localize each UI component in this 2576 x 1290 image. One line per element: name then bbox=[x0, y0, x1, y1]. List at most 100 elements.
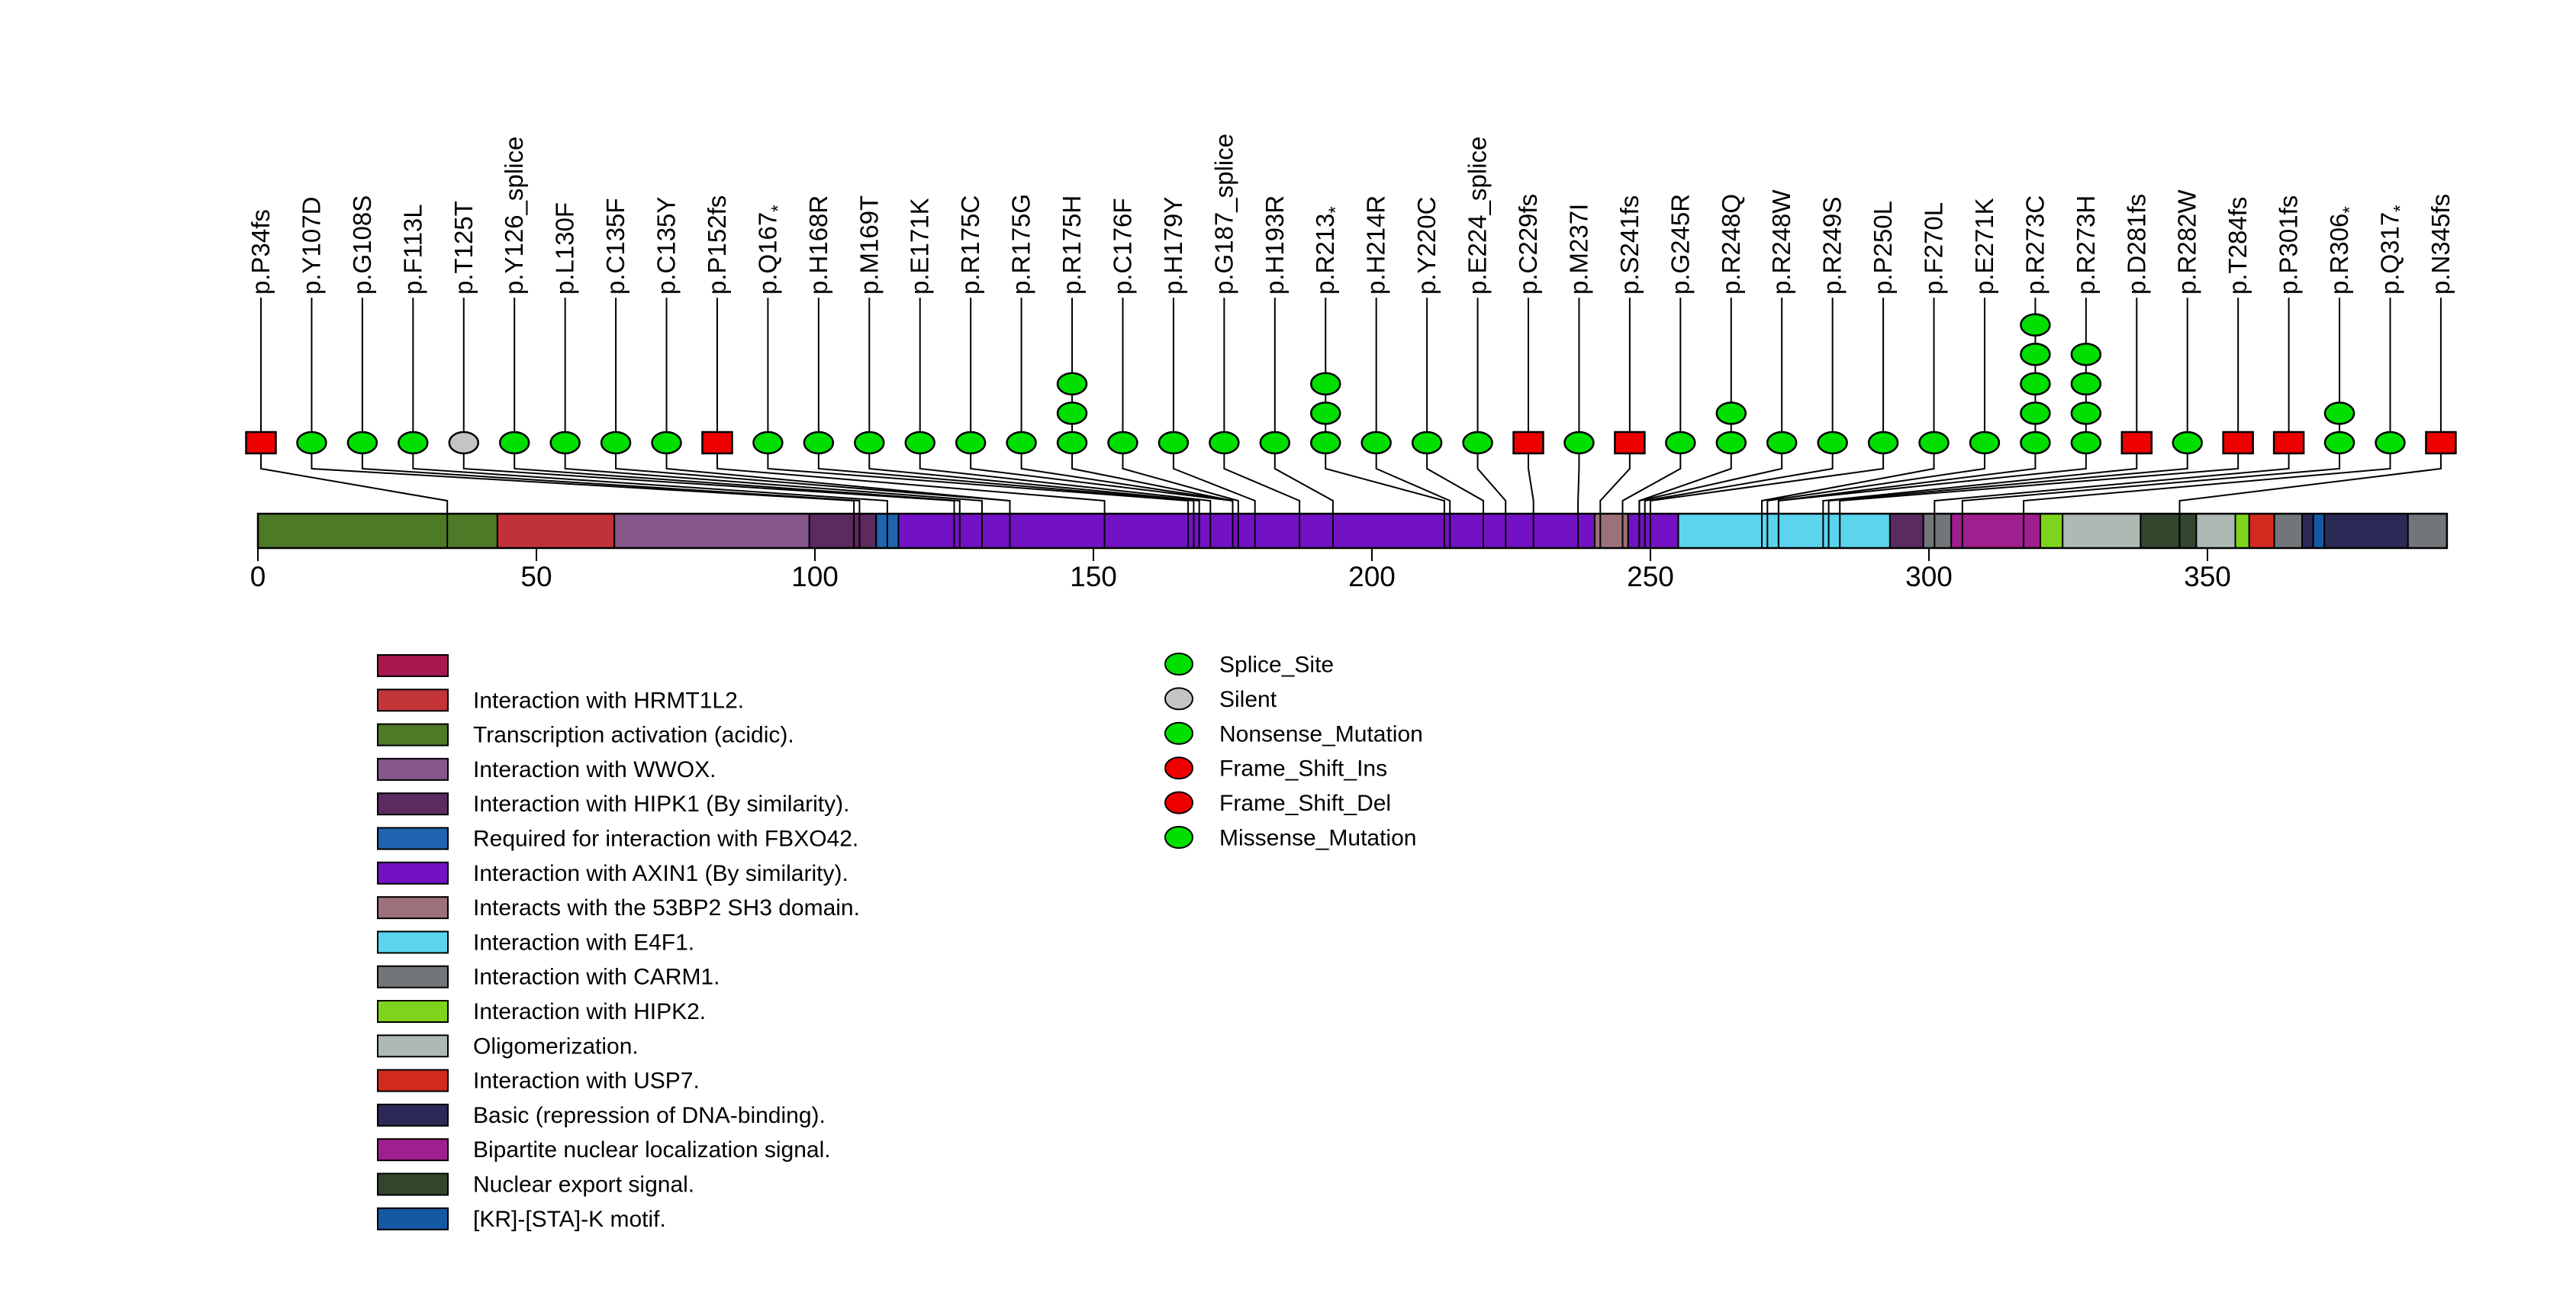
mutation-type-label: Frame_Shift_Del bbox=[1219, 791, 1391, 816]
mutation-marker bbox=[2323, 431, 2355, 455]
mutation-label: p.R175G bbox=[1007, 194, 1035, 295]
mutation-marker bbox=[1158, 431, 1190, 455]
mutation-label: p.G245R bbox=[1666, 194, 1694, 295]
frameshift-marker bbox=[2120, 431, 2153, 455]
frameshift-marker bbox=[245, 431, 277, 455]
mutation-marker bbox=[2172, 431, 2203, 455]
connector-line bbox=[1822, 298, 2138, 548]
domain-legend-swatch bbox=[377, 723, 449, 747]
connector-line bbox=[1577, 298, 1580, 548]
mutation-label: p.C229fs bbox=[1514, 194, 1542, 295]
domain-legend-swatch bbox=[377, 1207, 449, 1230]
mutation-marker bbox=[549, 431, 581, 455]
mutation-label: p.S241fs bbox=[1615, 195, 1644, 295]
mutation-marker bbox=[854, 431, 885, 455]
mutation-marker bbox=[955, 431, 987, 455]
mutation-label: p.D281fs bbox=[2122, 194, 2150, 295]
mutation-label: p.R213* bbox=[1311, 206, 1346, 295]
mutation-label: p.Y126_splice bbox=[500, 137, 528, 295]
mutation-label: p.Y220C bbox=[1412, 197, 1441, 295]
mutation-marker bbox=[1918, 431, 1950, 455]
mutation-marker bbox=[1360, 431, 1392, 455]
domain-legend-swatch bbox=[377, 861, 449, 885]
mutation-type-label: Nonsense_Mutation bbox=[1219, 721, 1423, 747]
connector-line bbox=[2178, 298, 2442, 548]
connector-line bbox=[1638, 298, 1732, 548]
mutation-label: p.F270L bbox=[1920, 202, 1948, 295]
mutation-marker bbox=[1766, 431, 1798, 455]
mutation-label: p.R248W bbox=[1767, 189, 1795, 295]
axis-tick-label: 50 bbox=[520, 561, 552, 592]
connector-line bbox=[1528, 298, 1534, 548]
domain-legend: Interaction with HRMT1L2. Transcription a… bbox=[377, 654, 860, 1232]
mutation-label: p.R175C bbox=[956, 195, 984, 295]
mutation-marker bbox=[2020, 313, 2051, 337]
mutation-label: p.P250L bbox=[1869, 201, 1897, 295]
mutation-marker bbox=[1969, 431, 2001, 455]
mutation-marker bbox=[346, 431, 378, 455]
mutation-label: p.P34fs bbox=[246, 209, 275, 295]
silent-marker bbox=[448, 431, 480, 455]
mutation-label: p.C135Y bbox=[652, 197, 681, 295]
domain-segment bbox=[808, 513, 877, 549]
connector-line bbox=[1020, 298, 1234, 548]
mutation-marker bbox=[1309, 402, 1341, 425]
mutation-marker bbox=[1411, 431, 1443, 455]
mutation-marker bbox=[2375, 431, 2406, 455]
mutation-type-label: Splice_Site bbox=[1219, 653, 1334, 678]
connector-line bbox=[1375, 298, 1451, 548]
mutation-marker bbox=[2070, 402, 2102, 425]
frameshift-marker bbox=[1614, 431, 1646, 455]
domain-legend-label: Interacts with the 53BP2 SH3 domain. bbox=[473, 895, 860, 921]
domain-segment bbox=[2234, 513, 2250, 549]
mutation-label: p.P152fs bbox=[703, 195, 731, 295]
mutation-type-legend: Splice_Site Silent Nonsense_Mutation Frame_… bbox=[1164, 653, 1423, 851]
domain-legend-label: Oligomerization. bbox=[473, 1034, 639, 1059]
connector-line bbox=[1071, 298, 1234, 548]
protein-domain-track bbox=[257, 513, 2448, 549]
axis-tick-label: 350 bbox=[2184, 561, 2231, 592]
mutation-marker bbox=[1056, 431, 1088, 455]
domain-segment bbox=[1627, 513, 1679, 549]
mutation-label: p.Q317* bbox=[2375, 205, 2410, 295]
mutation-marker bbox=[1056, 372, 1088, 396]
mutation-label: p.C135F bbox=[601, 198, 630, 295]
connector-line bbox=[1274, 298, 1334, 548]
axis-tick-label: 100 bbox=[791, 561, 839, 592]
connector-line bbox=[767, 298, 1190, 548]
domain-legend-label: Nuclear export signal. bbox=[473, 1172, 694, 1198]
mutation-marker bbox=[2070, 431, 2102, 455]
mutation-type-label: Silent bbox=[1219, 687, 1277, 712]
mutation-marker bbox=[904, 431, 935, 455]
mutation-marker bbox=[2020, 372, 2051, 396]
mutation-label: p.G187_splice bbox=[1209, 134, 1238, 295]
domain-segment bbox=[2301, 513, 2314, 549]
mutation-marker bbox=[1563, 431, 1595, 455]
mutation-marker bbox=[1309, 372, 1341, 396]
mutation-type-swatch bbox=[1164, 687, 1193, 711]
connector-line bbox=[361, 298, 861, 548]
connector-line bbox=[1934, 298, 2290, 548]
connector-line bbox=[412, 298, 888, 548]
domain-segment bbox=[2040, 513, 2064, 549]
domain-legend-swatch bbox=[377, 689, 449, 712]
mutation-label: p.R248Q bbox=[1717, 194, 1745, 295]
domain-legend-swatch bbox=[377, 792, 449, 816]
domain-legend-swatch bbox=[377, 1069, 449, 1092]
connector-line bbox=[665, 298, 1011, 548]
mutation-label: p.H214R bbox=[1362, 195, 1390, 295]
connector-line bbox=[1638, 298, 1783, 548]
mutation-label: p.N345fs bbox=[2426, 194, 2455, 295]
domain-legend-swatch bbox=[377, 930, 449, 954]
connector-line bbox=[260, 298, 449, 548]
domain-legend-label: Interaction with USP7. bbox=[473, 1069, 700, 1094]
domain-segment bbox=[2195, 513, 2236, 549]
connector-line bbox=[1827, 298, 2188, 548]
mutation-marker bbox=[600, 431, 632, 455]
frameshift-marker bbox=[2272, 431, 2305, 455]
connector-line bbox=[1426, 298, 1484, 548]
mutation-label: p.Y107D bbox=[297, 197, 325, 295]
domain-segment bbox=[1677, 513, 1891, 549]
mutation-marker bbox=[1006, 431, 1037, 455]
connector-line bbox=[868, 298, 1200, 548]
